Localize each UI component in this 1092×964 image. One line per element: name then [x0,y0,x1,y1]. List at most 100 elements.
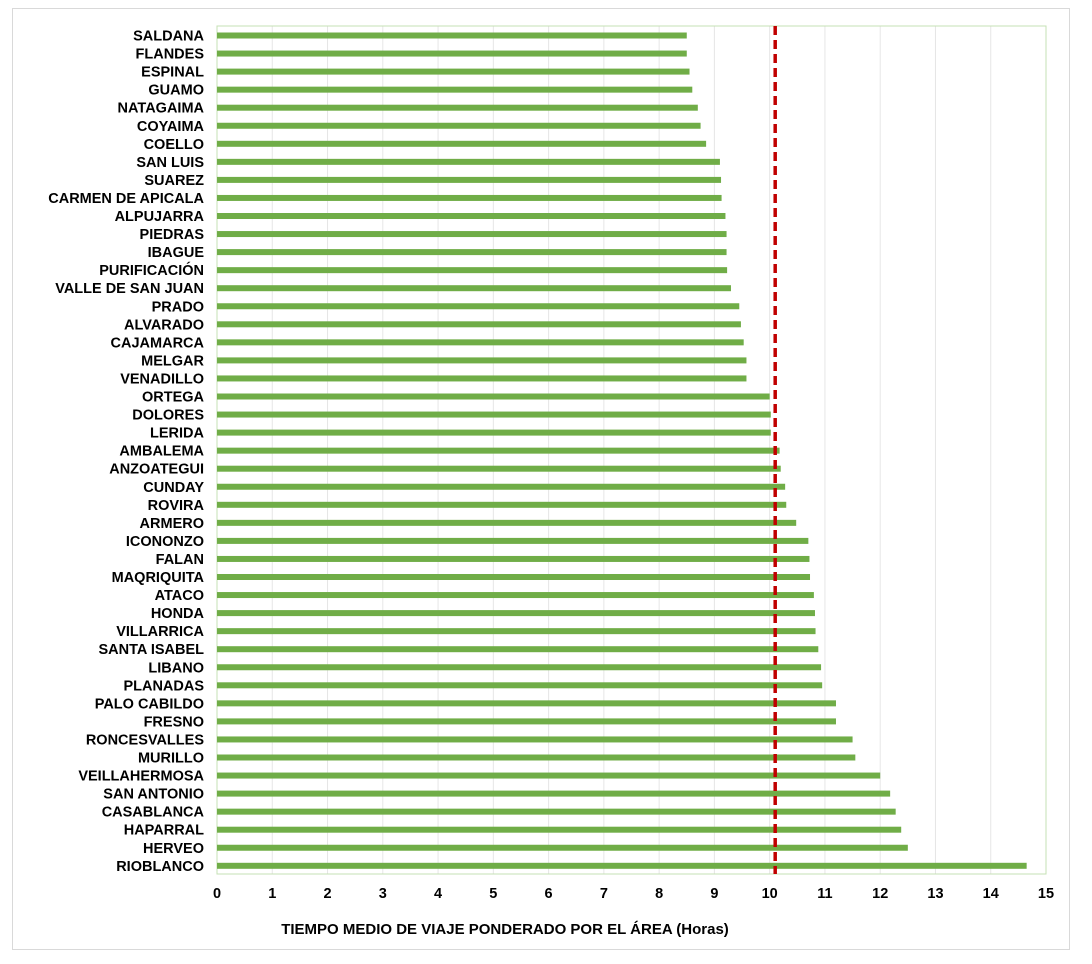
category-label: FLANDES [136,47,205,63]
bar [217,357,747,364]
category-label: CAJAMARCA [111,335,205,351]
category-label: SAN LUIS [136,155,204,171]
bar [217,592,814,599]
category-label: HERVEO [143,841,204,857]
x-axis-title: TIEMPO MEDIO DE VIAJE PONDERADO POR EL Á… [281,921,729,938]
bar [217,501,787,508]
bar [217,303,740,310]
category-label: COELLO [144,137,204,153]
category-label: VEILLAHERMOSA [78,769,204,785]
category-label: RIOBLANCO [116,859,204,875]
bar [217,610,815,617]
category-labels: SALDANA FLANDES ESPINAL GUAMO NATAGAIMA COYAI… [48,29,204,875]
bar [217,790,891,797]
bar [217,718,836,725]
category-label: ROVIRA [148,498,205,514]
x-tick-label: 3 [379,886,387,902]
category-label: MELGAR [141,353,204,369]
category-label: NATAGAIMA [118,101,205,117]
category-label: VALLE DE SAN JUAN [55,281,204,297]
bar [217,465,781,472]
category-label: SAN ANTONIO [103,787,204,803]
x-tick-label: 11 [817,886,832,902]
category-label: CASABLANCA [102,805,205,821]
x-tick-label: 2 [323,886,331,902]
x-tick-label: 10 [762,886,778,902]
bar [217,862,1027,869]
bar [217,140,707,147]
category-label: HONDA [151,606,205,622]
bar [217,700,836,707]
bar [217,158,720,165]
category-label: ALPUJARRA [115,209,205,225]
bar [217,772,881,779]
category-label: PALO CABILDO [95,696,204,712]
category-label: PRADO [152,299,204,315]
x-tick-label: 1 [268,886,276,902]
x-tick-label: 7 [600,886,608,902]
bar [217,844,908,851]
category-label: VILLARRICA [116,624,204,640]
category-label: GUAMO [148,83,204,99]
bar [217,519,797,526]
category-label: COYAIMA [137,119,205,135]
category-label: SUAREZ [144,173,204,189]
category-label: PIEDRAS [140,227,205,243]
bar [217,321,741,328]
x-tick-label: 5 [489,886,497,902]
x-tick-label: 14 [983,886,999,902]
category-label: MAQRIQUITA [112,570,205,586]
category-label: FRESNO [144,714,204,730]
bar [217,574,811,580]
bar [217,447,780,454]
bar [217,285,731,292]
category-label: DOLORES [132,408,204,424]
category-label: CARMEN DE APICALA [48,191,204,207]
category-label: VENADILLO [120,371,204,387]
bar [217,736,853,743]
bar [217,754,856,761]
x-tick-labels: 0 1 2 3 4 5 6 7 8 9 10 11 12 13 14 15 [213,886,1054,902]
bar [217,375,747,382]
category-label: ALVARADO [124,317,204,333]
bar [217,429,771,436]
bar [217,628,816,635]
category-label: LERIDA [150,426,205,442]
category-label: MURILLO [138,751,204,767]
x-tick-label: 9 [710,886,718,902]
category-label: SALDANA [133,29,204,45]
category-label: PLANADAS [123,678,204,694]
category-label: CUNDAY [143,480,204,496]
category-label: PURIFICACIÓN [99,261,204,279]
bar [217,537,809,544]
category-label: ANZOATEGUI [109,462,204,478]
bar [217,646,819,653]
bar [217,682,823,689]
bar [217,483,786,490]
bar [217,231,727,238]
bar [217,555,810,562]
x-tick-label: 4 [434,886,442,902]
x-tick-label: 13 [927,886,943,902]
bar [217,411,771,418]
bar [217,122,701,129]
category-label: ORTEGA [142,390,205,406]
bar [217,808,896,815]
x-tick-label: 12 [872,886,888,902]
bar [217,68,690,75]
bar [217,213,726,219]
category-label: ICONONZO [126,534,204,550]
category-label: IBAGUE [148,245,205,261]
bar [217,393,770,400]
bar [217,176,722,183]
bars [217,32,1027,869]
category-label: AMBALEMA [119,444,204,460]
category-label: RONCESVALLES [86,732,204,748]
category-label: ATACO [155,588,204,604]
bar [217,194,722,201]
bar [217,339,744,346]
category-label: LIBANO [148,660,204,676]
bar [217,267,728,274]
bar [217,249,727,256]
